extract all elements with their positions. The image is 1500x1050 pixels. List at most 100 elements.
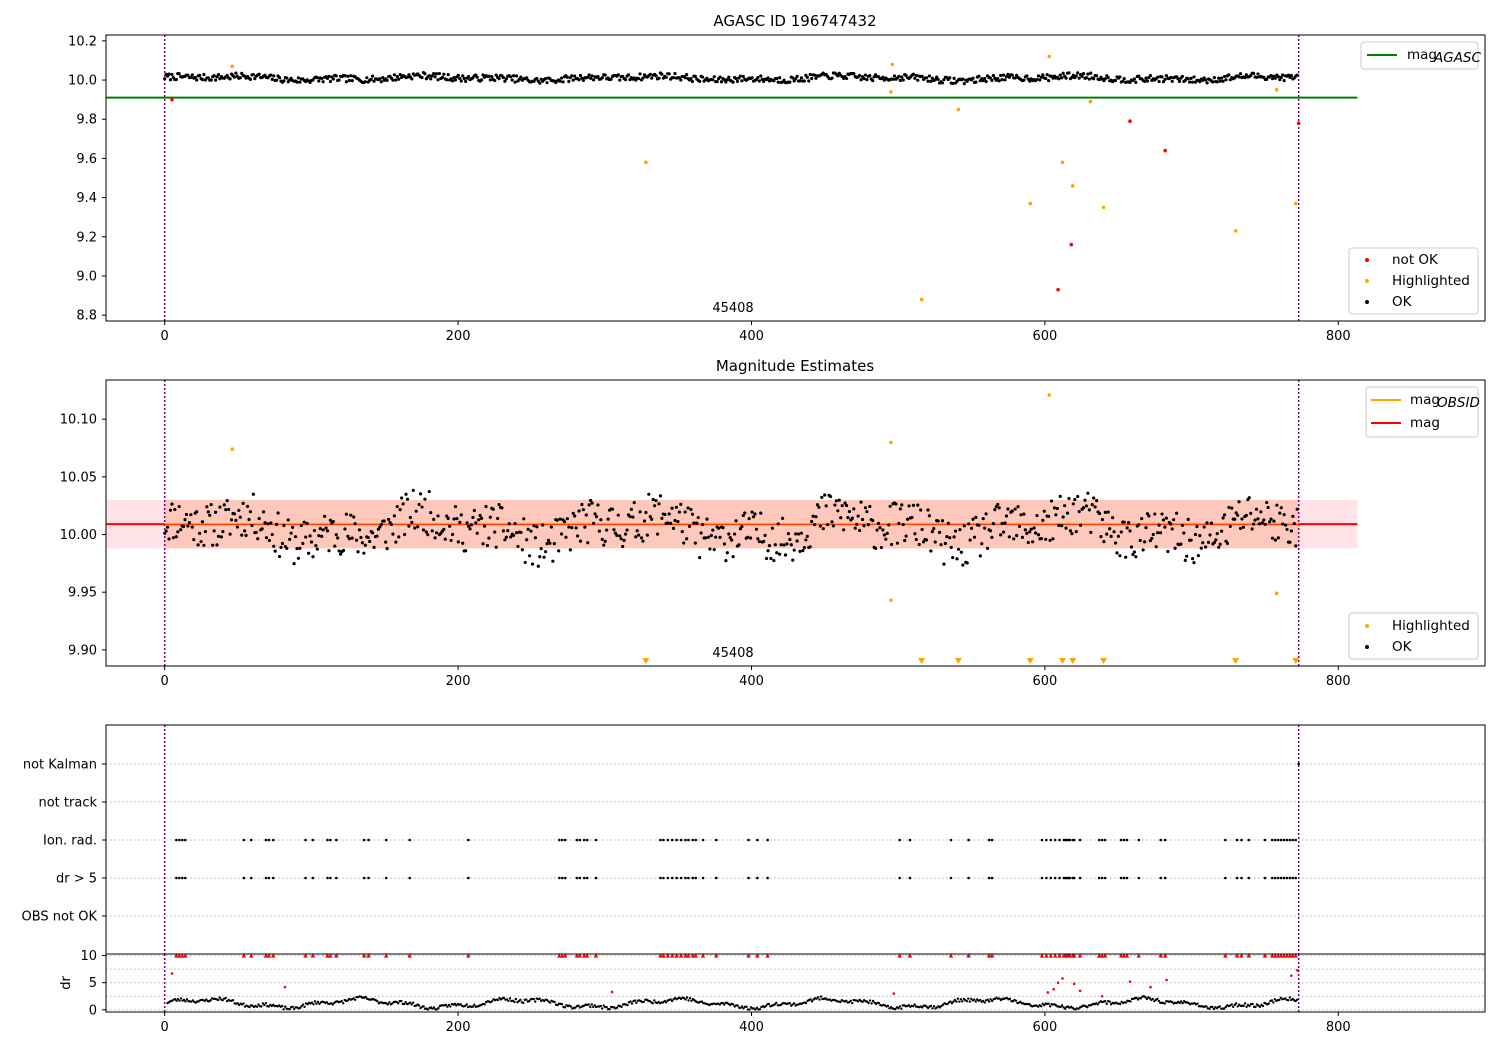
ok-point [906,517,910,521]
ok-point [1022,512,1026,516]
ok-point [792,548,796,552]
ok-point [370,74,375,78]
dr-capped-marker [1162,953,1168,958]
ok-point [257,72,261,76]
dr-point [856,1000,860,1003]
ion-rad-point [1279,838,1283,842]
ok-point [167,537,171,541]
dr-capped-marker [1039,953,1045,958]
dr-capped-marker [693,953,698,958]
ok-point [1087,77,1091,81]
dr-capped-marker [746,953,751,958]
dr-point [410,1003,413,1006]
ok-point [977,523,981,527]
ok-point [722,542,727,546]
ok-point [718,75,722,79]
dr-gt-5-point [1163,876,1167,880]
ok-point [1288,540,1292,544]
ok-point [305,521,309,526]
dr-gt-5-point [756,876,759,880]
ok-point [1076,494,1080,499]
dr-point [417,1004,421,1007]
ok-point [858,73,862,78]
ok-point [1278,511,1282,515]
ok-point [216,534,221,538]
dr-point [664,1001,668,1004]
dr-gt-5-point [178,876,181,880]
ok-point [1004,75,1009,79]
ion-rad-point [766,838,769,842]
dr-capped-marker [407,953,412,958]
dr-point [870,1002,873,1005]
dr-point [1144,996,1147,999]
dr-point [1212,1007,1216,1011]
ok-point [1073,497,1077,502]
ok-point [971,76,975,80]
dr-point [260,1005,263,1008]
ok-point [1238,72,1243,76]
ion-rad-point [679,838,683,842]
dr-point [620,1005,623,1009]
ok-point [698,555,702,560]
ok-point [298,546,302,550]
ok-point [708,547,712,551]
ok-point [780,516,785,520]
ok-point [423,72,427,76]
ok-point [1148,74,1152,78]
ok-point [418,492,423,496]
y-tick-label: 9.2 [76,230,97,245]
ok-point [759,74,763,78]
dr-point [868,999,872,1002]
dr-point [804,1001,808,1005]
ok-point [924,538,929,542]
ok-point [199,539,203,544]
ok-point [1144,76,1148,80]
dr-point [983,1001,986,1004]
panel-mag-estimates-points [163,393,1300,664]
ok-point [1020,535,1025,539]
ok-point [874,546,878,550]
y-tick-label: 10.10 [60,413,97,428]
ion-rad-point [1291,838,1295,842]
dr-gt-5-point [271,876,275,880]
dr-point [1230,1003,1233,1006]
ok-point [907,504,911,508]
ok-point [974,515,978,519]
dr-gt-5-point [990,876,994,880]
ok-point [168,78,173,82]
ok-point [1036,74,1041,78]
ion-rad-point [1276,838,1280,842]
ok-point [671,76,676,80]
ok-point [212,74,216,78]
dr-point [221,999,224,1002]
ok-point [1265,77,1269,81]
ok-point [692,521,696,525]
ok-point [523,560,527,565]
dr-gt-5-point [691,876,695,880]
dr-point [651,1002,654,1005]
dr-capped-marker [1262,953,1268,958]
ok-point [812,523,817,527]
ok-point [650,517,654,521]
ok-point [184,512,189,517]
ok-point [455,517,459,521]
dr-point [496,998,500,1002]
ok-point [436,514,440,518]
dr-point [653,999,656,1002]
ok-point [442,527,446,532]
ok-point [1161,518,1166,522]
ok-point [308,534,312,538]
ok-point [687,524,692,528]
ok-point [574,526,578,530]
ok-point [549,525,554,529]
ok-point [264,536,269,540]
ok-point [785,542,789,546]
ok-point [318,527,322,531]
ok-point [1070,75,1074,80]
ok-point [575,534,580,538]
dr-capped-marker [1158,953,1163,958]
ok-point [738,74,743,78]
dr-point [886,1004,890,1008]
ok-point [510,78,514,82]
ok-point [1113,78,1118,83]
